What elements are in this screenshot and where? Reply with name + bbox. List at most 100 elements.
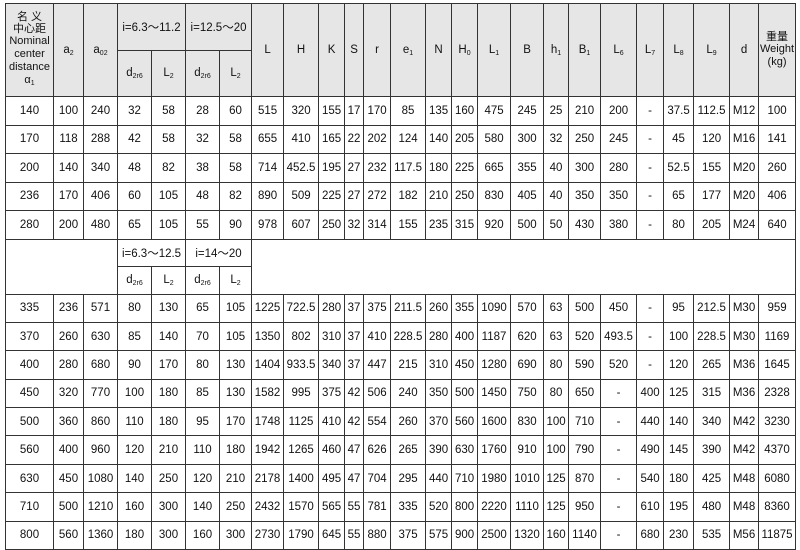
table-cell: 350	[568, 181, 602, 211]
table-cell: 65	[117, 210, 152, 240]
table-cell: 125	[543, 492, 570, 522]
table-cell: 704	[363, 463, 392, 494]
symbol: B	[578, 43, 587, 56]
table-cell: 95	[185, 407, 221, 437]
table-cell: 205	[451, 124, 479, 154]
table-cell: -	[600, 407, 638, 437]
table-cell: 211.5	[390, 293, 427, 323]
table-cell: 82	[219, 181, 253, 211]
table-cell: 105	[219, 293, 253, 323]
table-cell: M24	[729, 210, 760, 240]
weight-en-label: (kg)	[767, 56, 787, 68]
table-cell: 120	[117, 435, 152, 465]
table-cell: 85	[185, 378, 221, 409]
table-cell: 2220	[477, 492, 512, 522]
table-cell: 11875	[758, 520, 797, 550]
table-cell: 280	[318, 293, 346, 323]
table-cell: 610	[636, 492, 665, 522]
subscript: 7	[651, 49, 656, 57]
table-cell: -	[600, 463, 638, 494]
table-cell: 27	[344, 153, 365, 183]
table-cell: 1350	[251, 321, 285, 352]
table-cell: -	[636, 321, 665, 352]
table-cell: 180	[425, 153, 453, 183]
header-nominal-center-distance: 名 义中心距 Nominal center distance α1	[5, 3, 54, 97]
header-a2: a2	[53, 3, 84, 97]
table-cell: 520	[600, 350, 638, 380]
table-cell: 320	[283, 96, 320, 126]
table-cell: 225	[451, 153, 479, 183]
table-cell: 1110	[510, 492, 545, 522]
table-cell: M20	[729, 181, 760, 211]
table-cell: 1760	[477, 435, 512, 465]
header-l2: L2	[219, 265, 253, 295]
table-cell: 710	[451, 463, 479, 494]
table-cell: 410	[363, 321, 392, 352]
symbol: a	[63, 43, 70, 56]
subscript: 1	[409, 49, 414, 57]
table-cell: 506	[363, 378, 392, 409]
table-cell: 315	[451, 210, 479, 240]
header-ratio-group-1: i=6.3～11.2	[116, 3, 187, 51]
header-l7: L7	[636, 3, 665, 97]
table-cell: M16	[729, 124, 760, 154]
table-cell: 260	[758, 153, 797, 183]
header-d2r6: d2r6	[185, 50, 221, 97]
table-cell: 800	[5, 520, 54, 550]
table-cell: 3230	[758, 407, 797, 437]
table-row: 710 500 1210 160 300 140 250 2432 1570 565 55 781 33…	[5, 492, 797, 522]
table-cell: 95	[663, 293, 695, 323]
symbol: h	[550, 43, 558, 56]
table-cell: 375	[390, 520, 427, 550]
table-cell: 80	[543, 350, 570, 380]
table-cell: 495	[318, 463, 346, 494]
table-cell: 1570	[283, 492, 320, 522]
table-row: 200 140 340 48 82 38 58 714 452.5 195 27 232 117.5 18…	[5, 153, 797, 183]
header-l: L	[251, 3, 285, 97]
table-cell: 650	[568, 378, 602, 409]
table-cell: 2328	[758, 378, 797, 409]
table-cell: 500	[451, 378, 479, 409]
header-l2: L2	[150, 50, 187, 97]
table-cell: 182	[390, 181, 427, 211]
table-cell: 340	[693, 407, 731, 437]
table-cell: 400	[451, 321, 479, 352]
table-cell: 400	[636, 378, 665, 409]
table-cell: 112.5	[693, 96, 731, 126]
table-cell: 375	[318, 378, 346, 409]
header-b1: B1	[568, 3, 602, 97]
symbol: L	[230, 273, 237, 286]
header-s: S	[344, 3, 365, 97]
table-cell: 830	[477, 181, 512, 211]
table-cell: 118	[53, 124, 84, 154]
table-cell: 406	[83, 181, 118, 211]
table-cell: 1280	[477, 350, 512, 380]
table-cell: 750	[510, 378, 545, 409]
table-cell: 228.5	[390, 321, 427, 352]
table-cell: 80	[117, 293, 152, 323]
table-cell: 1790	[283, 520, 320, 550]
table-cell: 100	[663, 321, 695, 352]
table-cell: 58	[219, 124, 253, 154]
table-cell: 520	[568, 321, 602, 352]
table-cell: 560	[53, 520, 84, 550]
table-cell: 145	[663, 435, 695, 465]
table-cell: 236	[5, 181, 54, 211]
table-cell: 32	[117, 96, 152, 126]
symbol: L	[706, 43, 713, 56]
table-cell: 37.5	[663, 96, 695, 126]
table-cell: 27	[344, 181, 365, 211]
symbol: N	[434, 44, 443, 56]
table-cell: 160	[543, 520, 570, 550]
table-cell: 515	[251, 96, 285, 126]
header-ratio-group-2: i=12.5～20	[185, 3, 253, 51]
table-cell: -	[636, 293, 665, 323]
table-cell: M12	[729, 96, 760, 126]
table-cell: 770	[83, 378, 118, 409]
header-b: B	[510, 3, 545, 97]
table-cell: 520	[425, 492, 453, 522]
subscript: 2	[236, 279, 241, 287]
subscript: 2	[236, 73, 241, 80]
table-cell: 640	[758, 210, 797, 240]
table-cell: 1360	[83, 520, 118, 550]
